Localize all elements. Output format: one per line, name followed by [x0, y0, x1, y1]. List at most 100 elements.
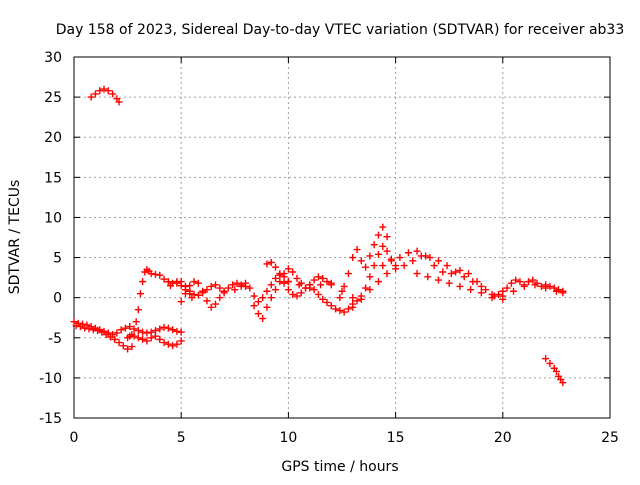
data-point — [267, 281, 275, 289]
data-point — [259, 294, 267, 302]
data-point — [280, 279, 288, 287]
data-point — [94, 327, 102, 335]
x-tick-label: 5 — [177, 430, 186, 446]
series-sat-n — [379, 247, 507, 303]
data-point — [289, 290, 297, 298]
data-point — [434, 276, 442, 284]
data-point — [76, 323, 84, 331]
data-point — [267, 258, 275, 266]
data-point — [555, 286, 563, 294]
data-point — [246, 284, 254, 292]
y-tick-label: -10 — [39, 371, 62, 387]
data-point — [160, 323, 168, 331]
data-point — [173, 327, 181, 335]
data-point — [164, 340, 172, 348]
data-point — [151, 332, 159, 340]
data-point — [263, 287, 271, 295]
data-point — [525, 278, 533, 286]
data-point — [559, 287, 567, 295]
data-point — [434, 257, 442, 265]
data-point — [349, 254, 357, 262]
data-point — [216, 284, 224, 292]
data-point — [156, 271, 164, 279]
data-point — [456, 282, 464, 290]
data-point — [81, 324, 89, 332]
data-point — [542, 355, 550, 363]
y-tick-label: -15 — [39, 411, 62, 427]
data-point — [550, 284, 558, 292]
data-point — [121, 324, 129, 332]
data-point — [100, 85, 108, 93]
data-point — [447, 270, 455, 278]
data-point — [537, 282, 545, 290]
data-point — [510, 287, 518, 295]
data-point — [267, 294, 275, 302]
series-sat-d — [124, 331, 185, 350]
data-point — [203, 286, 211, 294]
data-point — [130, 325, 138, 333]
data-point — [374, 231, 382, 239]
data-point — [136, 290, 144, 298]
y-tick-label: 15 — [44, 170, 62, 186]
data-point — [207, 282, 215, 290]
data-point — [139, 335, 147, 343]
data-point — [233, 279, 241, 287]
data-point — [263, 303, 271, 311]
y-tick-label: 0 — [53, 291, 62, 307]
data-point — [151, 270, 159, 278]
data-point — [177, 328, 185, 336]
data-point — [96, 87, 104, 95]
data-point — [254, 310, 262, 318]
data-point — [190, 278, 198, 286]
data-point — [72, 322, 80, 330]
data-point — [396, 254, 404, 262]
data-point — [98, 328, 106, 336]
data-point — [542, 281, 550, 289]
data-point — [327, 302, 335, 310]
data-point — [181, 290, 189, 298]
data-point — [134, 334, 142, 342]
data-point — [117, 326, 125, 334]
data-point — [284, 265, 292, 273]
data-point — [128, 343, 136, 351]
series-sat-l — [336, 223, 391, 302]
data-point — [477, 289, 485, 297]
data-point — [164, 324, 172, 332]
data-point — [263, 260, 271, 268]
data-point — [424, 273, 432, 281]
data-point — [284, 286, 292, 294]
y-tick-label: 5 — [53, 251, 62, 267]
data-point — [212, 281, 220, 289]
data-point — [109, 90, 117, 98]
data-point — [156, 335, 164, 343]
data-point — [310, 286, 318, 294]
data-point — [357, 295, 365, 303]
data-point — [357, 257, 365, 265]
data-point — [177, 298, 185, 306]
data-point — [85, 325, 93, 333]
series-sat-k — [284, 242, 400, 305]
data-point — [383, 233, 391, 241]
data-point — [220, 289, 228, 297]
data-point — [392, 265, 400, 273]
data-point — [362, 284, 370, 292]
series-sat-m — [349, 252, 485, 311]
data-point — [177, 278, 185, 286]
data-point — [439, 268, 447, 276]
data-point — [212, 300, 220, 308]
data-point — [488, 294, 496, 302]
data-point — [336, 307, 344, 315]
data-point — [533, 279, 541, 287]
data-point — [477, 282, 485, 290]
data-point — [139, 328, 147, 336]
data-point — [124, 345, 132, 353]
data-point — [467, 286, 475, 294]
data-point — [289, 268, 297, 276]
data-point — [169, 342, 177, 350]
x-tick-label: 0 — [70, 430, 79, 446]
data-point — [115, 339, 123, 347]
data-point — [147, 334, 155, 342]
data-point — [409, 257, 417, 265]
data-point — [387, 257, 395, 265]
